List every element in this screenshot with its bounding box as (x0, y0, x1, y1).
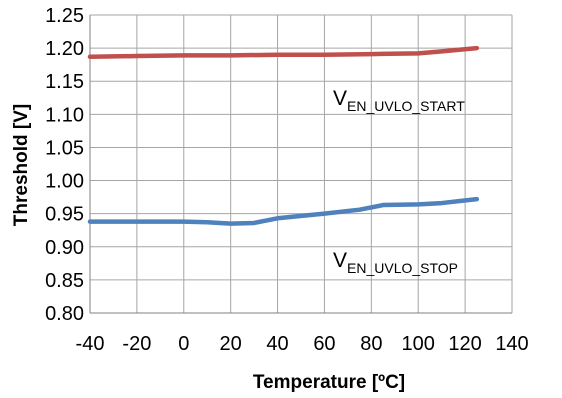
series-line-en-uvlo-start (87, 45, 480, 59)
annotation-start-main: V (333, 87, 347, 110)
series-line-en-uvlo-stop (87, 196, 480, 226)
gridlines (89, 14, 513, 314)
x-tick-label: 40 (266, 333, 288, 355)
y-tick-label: 0.90 (45, 237, 84, 259)
y-axis-title: Threshold [V] (11, 104, 32, 226)
y-tick-label: 1.15 (45, 71, 84, 93)
annotation-en-uvlo-stop: VEN_UVLO_STOP (333, 249, 458, 276)
y-tick-label: 1.20 (45, 38, 84, 60)
y-tick-labels: 0.80 0.85 0.90 0.95 1.00 1.05 1.10 1.15 1.20 1.25 (45, 5, 84, 325)
y-tick-label: 1.10 (45, 104, 84, 126)
x-tick-label: 60 (313, 333, 335, 355)
y-tick-label: 0.95 (45, 204, 84, 226)
x-tick-label: 100 (402, 333, 435, 355)
annotation-start-sub: EN_UVLO_START (347, 98, 465, 114)
y-tick-label: 1.00 (45, 171, 84, 193)
y-tick-label: 0.80 (45, 303, 84, 325)
y-tick-label: 1.05 (45, 137, 84, 159)
x-tick-label: 0 (178, 333, 189, 355)
y-tick-label: 0.85 (45, 270, 84, 292)
annotation-stop-main: V (333, 249, 347, 272)
x-tick-label: 140 (495, 333, 528, 355)
annotation-en-uvlo-start: VEN_UVLO_START (333, 87, 465, 114)
x-tick-label: -20 (122, 333, 151, 355)
x-tick-label: -40 (76, 333, 105, 355)
x-axis-title: Temperature [ºC] (253, 372, 405, 393)
x-tick-label: 80 (360, 333, 382, 355)
x-tick-label: 120 (448, 333, 481, 355)
y-tick-label: 1.25 (45, 5, 84, 27)
series-lines (87, 45, 480, 226)
x-tick-label: 20 (220, 333, 242, 355)
x-tick-labels: -40 -20 0 20 40 60 80 100 120 140 (76, 333, 529, 355)
annotation-stop-sub: EN_UVLO_STOP (347, 260, 458, 276)
